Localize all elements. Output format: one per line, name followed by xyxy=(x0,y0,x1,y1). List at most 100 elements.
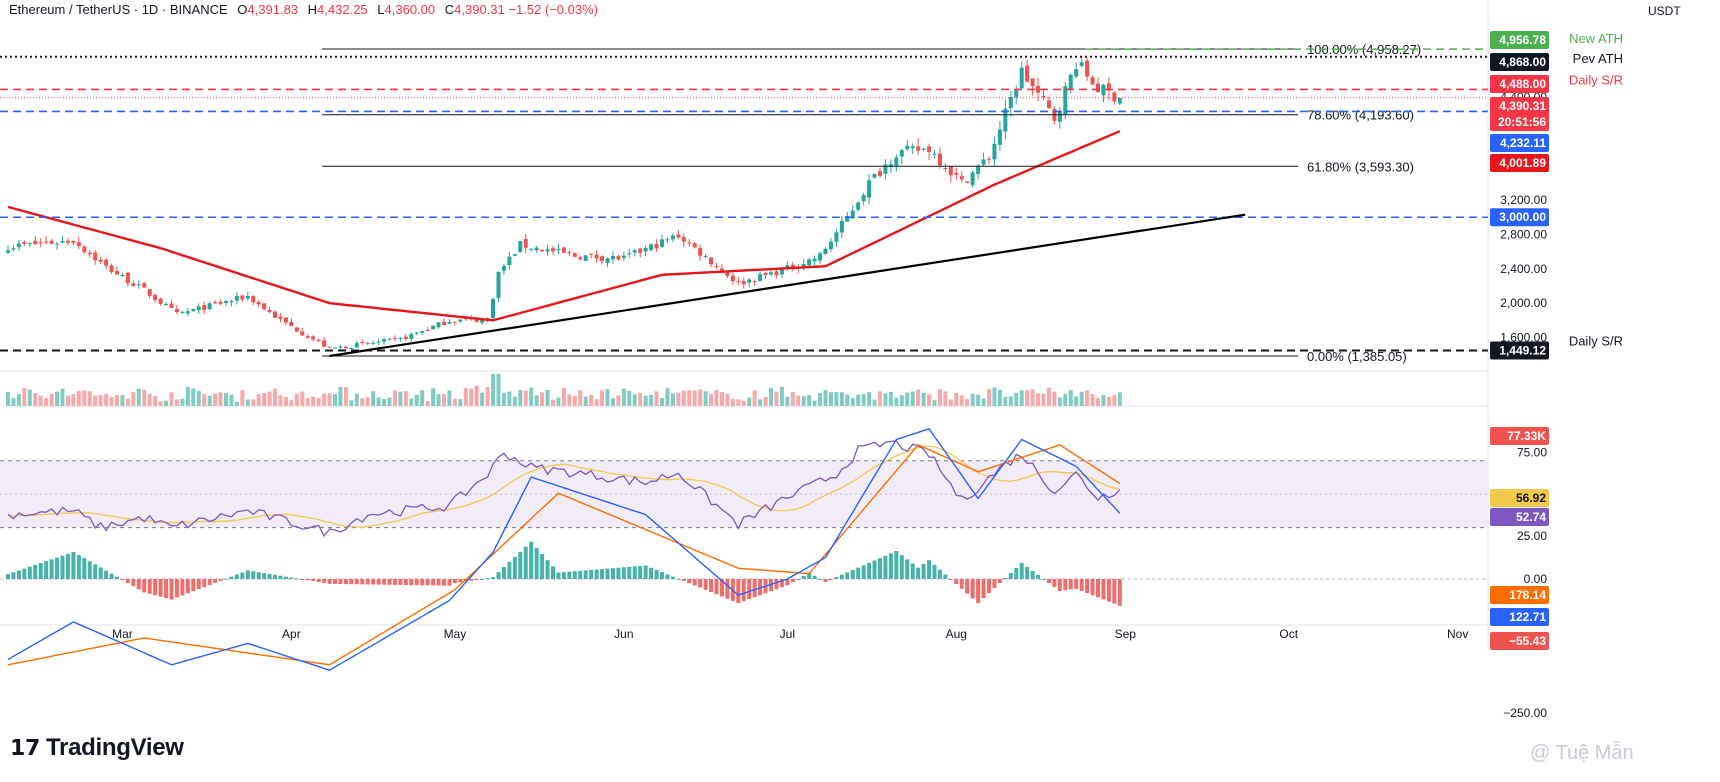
volume-bar xyxy=(638,393,643,406)
volume-bar xyxy=(1063,393,1068,406)
candle-body xyxy=(349,348,354,350)
macd-histogram-bar xyxy=(643,565,648,579)
macd-histogram-bar xyxy=(115,576,119,579)
macd-histogram-bar xyxy=(398,579,403,585)
volume-bar xyxy=(916,389,921,406)
candle-body xyxy=(392,337,397,339)
macd-histogram-bar xyxy=(27,566,32,579)
price-tag-text: 20:51:56 xyxy=(1498,115,1546,129)
candle-body xyxy=(932,153,937,155)
candle-body xyxy=(109,265,114,273)
candle-body xyxy=(354,343,359,348)
price-tag: 4,868.00 xyxy=(1490,53,1549,71)
candle-body xyxy=(278,316,283,319)
volume-bar xyxy=(120,395,125,406)
macd-histogram-bar xyxy=(360,579,365,585)
volume-bar xyxy=(507,391,512,406)
macd-histogram-tag-text: −55.43 xyxy=(1509,634,1546,648)
candle-body xyxy=(327,346,332,348)
candle-body xyxy=(1068,74,1073,90)
candle-body xyxy=(414,332,419,334)
price-unit-label[interactable]: USDT xyxy=(1648,4,1681,18)
volume-bar xyxy=(981,398,986,406)
volume-bar xyxy=(1008,396,1013,406)
macd-histogram-bar xyxy=(414,579,419,586)
volume-bar xyxy=(382,398,387,406)
volume-bar xyxy=(676,392,681,406)
macd-histogram-bar xyxy=(632,566,637,579)
volume-bar xyxy=(758,399,763,406)
candle-body xyxy=(894,157,899,166)
macd-histogram-bar xyxy=(747,579,752,600)
macd-histogram-bar xyxy=(1063,579,1068,591)
macd-histogram-bar xyxy=(283,576,288,579)
candle-body xyxy=(1063,86,1068,115)
volume-bar xyxy=(491,374,496,406)
price-tick-label: 1,600.00 xyxy=(1500,331,1547,345)
volume-bar xyxy=(572,396,577,406)
volume-bar xyxy=(681,390,686,406)
macd-histogram-bar xyxy=(224,578,228,580)
volume-bar xyxy=(1090,393,1095,406)
candle-body xyxy=(676,234,681,238)
volume-bar xyxy=(229,394,234,406)
macd-histogram-bar xyxy=(670,576,675,579)
price-tag-text: 4,001.89 xyxy=(1499,156,1546,170)
macd-histogram-bar xyxy=(376,579,381,585)
price-tag-text: 3,000.00 xyxy=(1499,210,1546,224)
sr-line-label: Daily S/R xyxy=(1569,333,1623,348)
candle-body xyxy=(638,248,643,253)
ascending-trendline xyxy=(329,213,1246,358)
candle-body xyxy=(867,180,872,198)
volume-bar xyxy=(965,399,970,406)
volume-bar xyxy=(959,395,964,406)
candle-body xyxy=(823,248,828,255)
candle-body xyxy=(545,249,550,252)
candle-body xyxy=(948,166,953,176)
candle-body xyxy=(251,296,256,303)
macd-histogram-bar xyxy=(1014,567,1019,579)
macd-histogram-bar xyxy=(196,579,201,590)
macd-histogram-bar xyxy=(1046,579,1051,584)
macd-histogram-bar xyxy=(529,541,534,579)
price-tag: 4,488.00 xyxy=(1490,75,1549,93)
candle-body xyxy=(692,243,697,248)
macd-histogram-bar xyxy=(180,579,185,596)
candle-body xyxy=(115,270,119,275)
candle-body xyxy=(343,346,348,349)
tradingview-logo[interactable]: 𝟭𝟳 TradingView xyxy=(10,734,184,762)
macd-histogram-bar xyxy=(779,579,784,588)
volume-bar xyxy=(251,399,256,406)
volume-bar xyxy=(283,396,288,406)
time-tick-label: Aug xyxy=(946,627,967,641)
macd-histogram-bar xyxy=(278,575,283,579)
macd-histogram-bar xyxy=(1057,579,1062,592)
macd-histogram-bar xyxy=(207,579,212,585)
macd-histogram-bar xyxy=(262,573,267,579)
candle-body xyxy=(839,221,844,233)
candle-body xyxy=(899,150,904,157)
volume-bar xyxy=(692,390,697,406)
macd-histogram-bar xyxy=(98,567,103,579)
macd-histogram-bar xyxy=(1019,562,1024,579)
candle-body xyxy=(654,243,659,249)
macd-histogram-bar xyxy=(883,555,888,579)
volume-bar xyxy=(894,397,899,406)
macd-histogram-bar xyxy=(442,579,446,586)
volume-bar xyxy=(556,397,561,406)
volume-bar xyxy=(583,396,588,406)
macd-histogram-bar xyxy=(322,579,327,583)
volume-bar xyxy=(632,394,637,406)
symbol-label[interactable]: Ethereum / TetherUS · 1D · BINANCE xyxy=(9,2,228,17)
macd-histogram-bar xyxy=(578,570,583,579)
volume-bar xyxy=(725,393,730,406)
candle-body xyxy=(605,258,610,264)
price-tag-bg xyxy=(1490,154,1549,172)
macd-histogram-bar xyxy=(425,579,430,586)
candle-body xyxy=(1090,77,1095,85)
macd-histogram-bar xyxy=(131,579,136,587)
volume-bar xyxy=(365,397,370,406)
volume-bar xyxy=(905,392,910,406)
volume-bar xyxy=(1101,394,1106,406)
